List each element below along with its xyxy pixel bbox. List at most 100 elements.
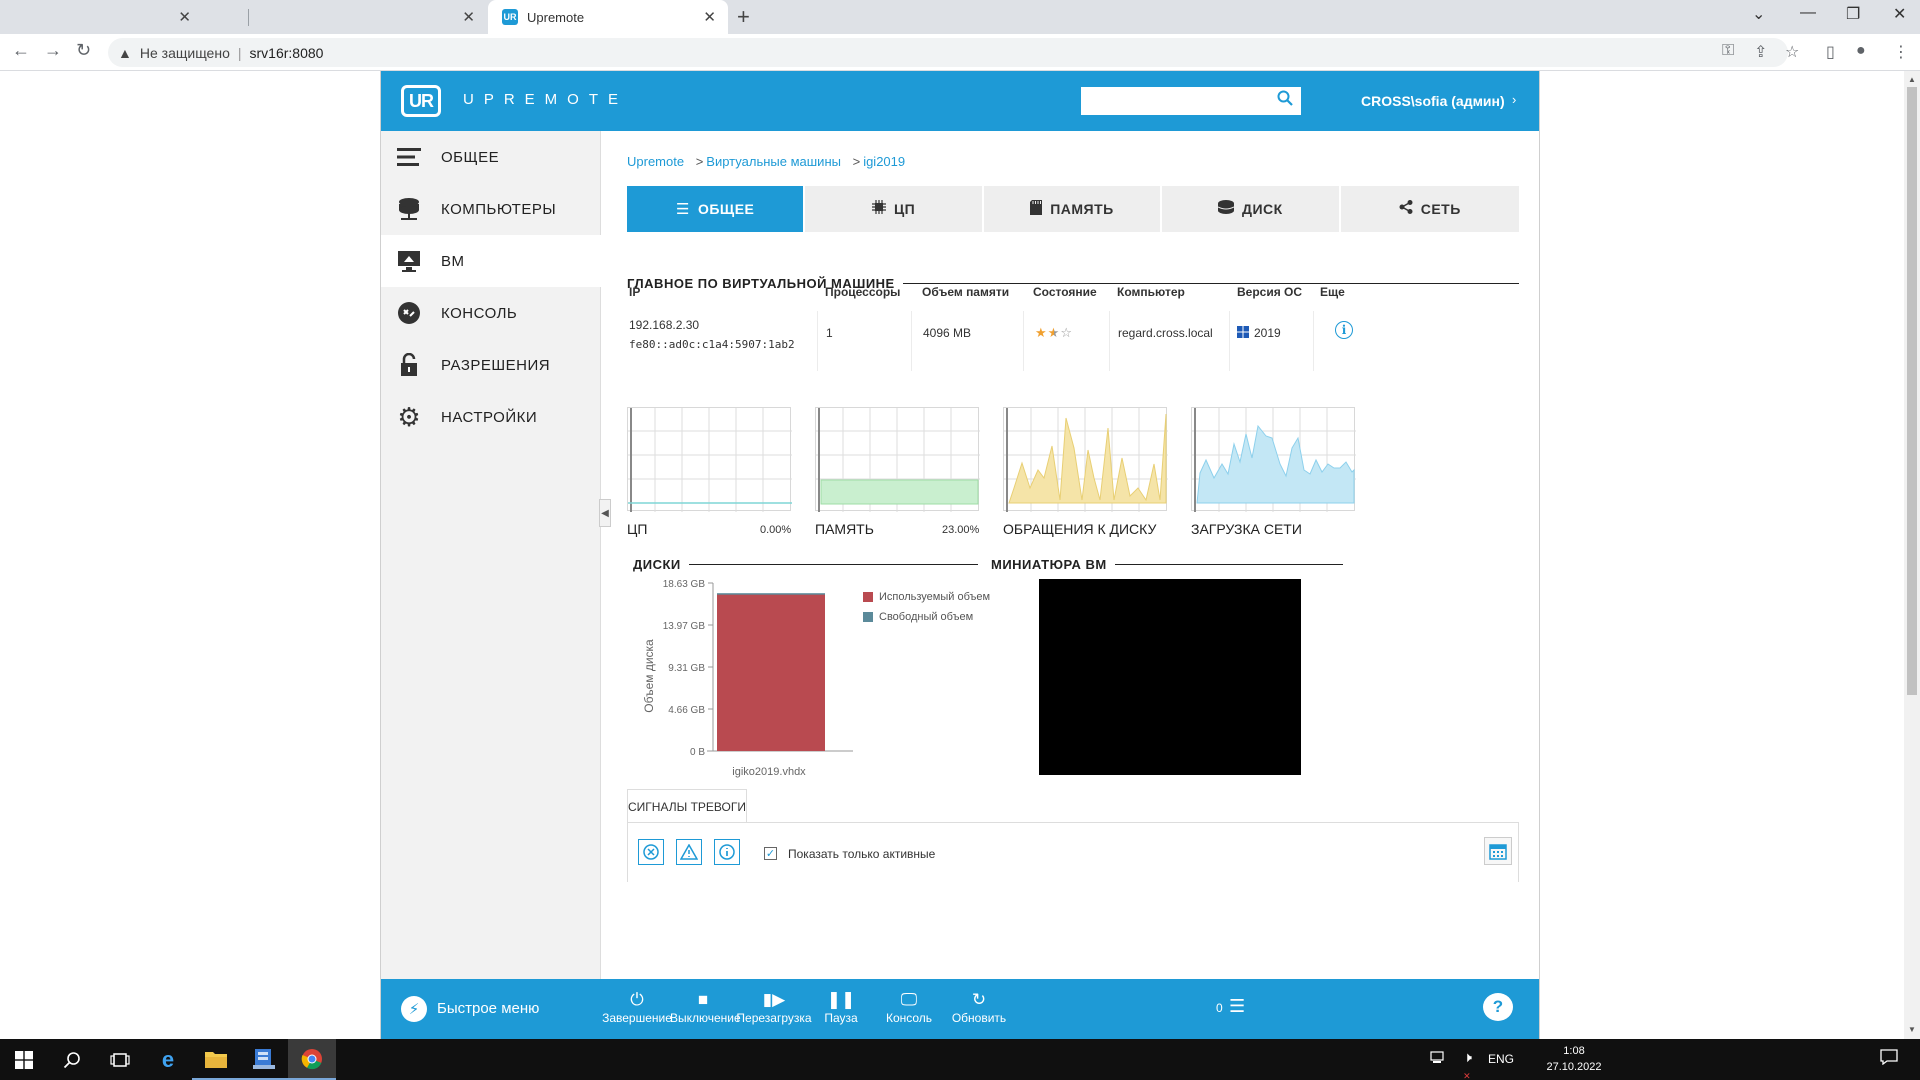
legend-label: Используемый объем	[879, 591, 991, 603]
browser-tab[interactable]: ✕	[249, 0, 487, 34]
tab-general[interactable]: ☰ ОБЩЕЕ	[627, 186, 806, 232]
quick-menu-button[interactable]: Быстрое меню	[437, 1000, 540, 1017]
profile-icon[interactable]: ●	[1856, 42, 1866, 59]
breadcrumb-item[interactable]: igi2019	[863, 154, 906, 169]
user-menu[interactable]: CROSS\sofia (админ)	[1361, 93, 1505, 109]
sidebar-item-general[interactable]: ОБЩЕЕ	[381, 131, 601, 183]
bar-free[interactable]	[717, 593, 825, 595]
tab-memory[interactable]: ПАМЯТЬ	[983, 186, 1163, 232]
legend-item[interactable]: Свободный объем	[863, 607, 990, 627]
sidebar-item-label: РАЗРЕШЕНИЯ	[441, 356, 551, 374]
legend-item[interactable]: Используемый объем	[863, 587, 990, 607]
share-icon[interactable]: ⇪	[1754, 44, 1768, 61]
volume-muted-icon[interactable]: 🕨✕	[1463, 1049, 1472, 1080]
sidebar-item-settings[interactable]: ⚙ НАСТРОЙКИ	[381, 391, 601, 443]
y-tick-label: 18.63 GB	[663, 579, 706, 590]
scroll-down-icon[interactable]: ▼	[1908, 1025, 1916, 1034]
logo-text[interactable]: UPREMOTE	[463, 91, 629, 108]
sidebar-item-permissions[interactable]: РАЗРЕШЕНИЯ	[381, 339, 601, 391]
console-button[interactable]: 🖵 Консоль	[883, 989, 935, 1025]
tab-cpu[interactable]: ЦП	[805, 186, 984, 232]
close-icon[interactable]: ✕	[462, 9, 475, 26]
refresh-button[interactable]: ↻ Обновить	[948, 989, 1010, 1025]
tab-network[interactable]: СЕТЬ	[1340, 186, 1519, 232]
side-panel-icon[interactable]: ▯	[1826, 44, 1835, 61]
chevron-right-icon[interactable]: ›	[1512, 92, 1517, 107]
error-filter-icon[interactable]	[638, 839, 664, 865]
lock-icon	[395, 351, 423, 379]
sidebar-item-vm[interactable]: ВМ	[381, 235, 601, 287]
task-view-icon[interactable]	[96, 1039, 144, 1080]
breadcrumb: Upremote > Виртуальные машины > igi2019	[627, 154, 905, 169]
internet-explorer-icon[interactable]: e	[161, 1046, 175, 1072]
minimize-icon[interactable]: —	[1800, 4, 1816, 21]
search-icon[interactable]	[1277, 90, 1293, 111]
star-full-icon: ★	[1035, 325, 1048, 340]
address-bar[interactable]: ▲ Не защищено | srv16r:8080	[108, 38, 1788, 67]
vm-thumbnail[interactable]	[1039, 579, 1301, 775]
calendar-icon[interactable]	[1484, 837, 1512, 865]
warning-icon[interactable]: ▲	[118, 44, 132, 61]
pause-button[interactable]: ❚❚ Пауза	[819, 989, 863, 1025]
info-icon[interactable]: i	[1335, 321, 1353, 339]
scroll-up-icon[interactable]: ▲	[1908, 75, 1916, 84]
warning-filter-icon[interactable]	[676, 839, 702, 865]
clock-date: 27.10.2022	[1546, 1061, 1602, 1073]
bar-used[interactable]	[717, 594, 825, 751]
disk-io-metric-label: ОБРАЩЕНИЯ К ДИСКУ	[1003, 521, 1157, 537]
clock[interactable]: 1:08 27.10.2022	[1534, 1043, 1614, 1075]
search-icon[interactable]	[48, 1039, 96, 1080]
start-icon[interactable]	[0, 1039, 48, 1080]
header-cpus: Процессоры	[825, 285, 901, 299]
menu-icon[interactable]: ⋮	[1893, 44, 1909, 61]
close-icon[interactable]: ✕	[178, 9, 191, 26]
sidebar-item-computers[interactable]: КОМПЬЮТЕРЫ	[381, 183, 601, 235]
new-tab-button[interactable]: +	[737, 4, 750, 29]
reload-icon[interactable]: ↻	[76, 40, 92, 60]
breadcrumb-item[interactable]: Upremote	[627, 154, 685, 169]
show-active-checkbox[interactable]: ✓	[764, 847, 777, 860]
shutdown-button[interactable]: ⏻ Завершение	[602, 989, 672, 1025]
sidebar-item-label: КОМПЬЮТЕРЫ	[441, 200, 557, 218]
restart-button[interactable]: ▮▶ Перезагрузка	[736, 989, 812, 1025]
sidebar-item-console[interactable]: КОНСОЛЬ	[381, 287, 601, 339]
tab-alarms[interactable]: СИГНАЛЫ ТРЕВОГИ	[627, 789, 747, 823]
tab-disk[interactable]: ДИСК	[1162, 186, 1341, 232]
bookmark-star-icon[interactable]: ☆	[1785, 44, 1800, 61]
forward-icon[interactable]: →	[44, 40, 62, 60]
server-manager-icon[interactable]	[240, 1039, 288, 1080]
scrollbar-thumb[interactable]	[1907, 87, 1917, 695]
sidebar-collapse-handle[interactable]: ◀	[599, 499, 611, 527]
file-explorer-icon[interactable]	[192, 1039, 240, 1080]
lightning-icon[interactable]: ⚡	[401, 996, 427, 1022]
browser-tab-active[interactable]: UR Upremote ✕	[488, 0, 728, 34]
page-scrollbar[interactable]: ▲ ▼	[1904, 71, 1920, 1039]
logo-badge[interactable]: UR	[401, 85, 441, 117]
queue-count[interactable]: 0	[1216, 1001, 1223, 1015]
action-label: Завершение	[602, 1011, 672, 1025]
search-input[interactable]	[1081, 87, 1301, 115]
security-label[interactable]: Не защищено	[139, 44, 230, 61]
browser-tab[interactable]: ✕	[0, 0, 203, 34]
restore-icon[interactable]: ❐	[1846, 6, 1861, 23]
close-window-icon[interactable]: ✕	[1893, 6, 1907, 23]
key-icon[interactable]: ⚿	[1722, 42, 1735, 59]
action-label: Перезагрузка	[736, 1011, 812, 1025]
header-state: Состояние	[1033, 285, 1097, 299]
clock-time: 1:08	[1563, 1045, 1585, 1057]
turn-off-button[interactable]: ■ Выключение	[670, 989, 741, 1025]
breadcrumb-item[interactable]: Виртуальные машины	[706, 154, 841, 169]
url-text[interactable]: srv16r:8080	[249, 44, 324, 61]
back-icon[interactable]: ←	[12, 40, 30, 60]
help-icon[interactable]: ?	[1483, 993, 1513, 1021]
queue-list-icon[interactable]: ☰	[1229, 996, 1246, 1016]
column-separator	[1109, 311, 1110, 371]
disk-icon	[1217, 200, 1235, 218]
close-icon[interactable]: ✕	[703, 9, 716, 26]
info-filter-icon[interactable]	[714, 839, 740, 865]
notifications-icon[interactable]	[1880, 1049, 1898, 1068]
language-indicator[interactable]: ENG	[1487, 1052, 1514, 1066]
network-icon[interactable]	[1430, 1051, 1444, 1063]
chevron-down-icon[interactable]: ⌄	[1752, 6, 1766, 23]
chrome-icon[interactable]	[288, 1039, 336, 1080]
